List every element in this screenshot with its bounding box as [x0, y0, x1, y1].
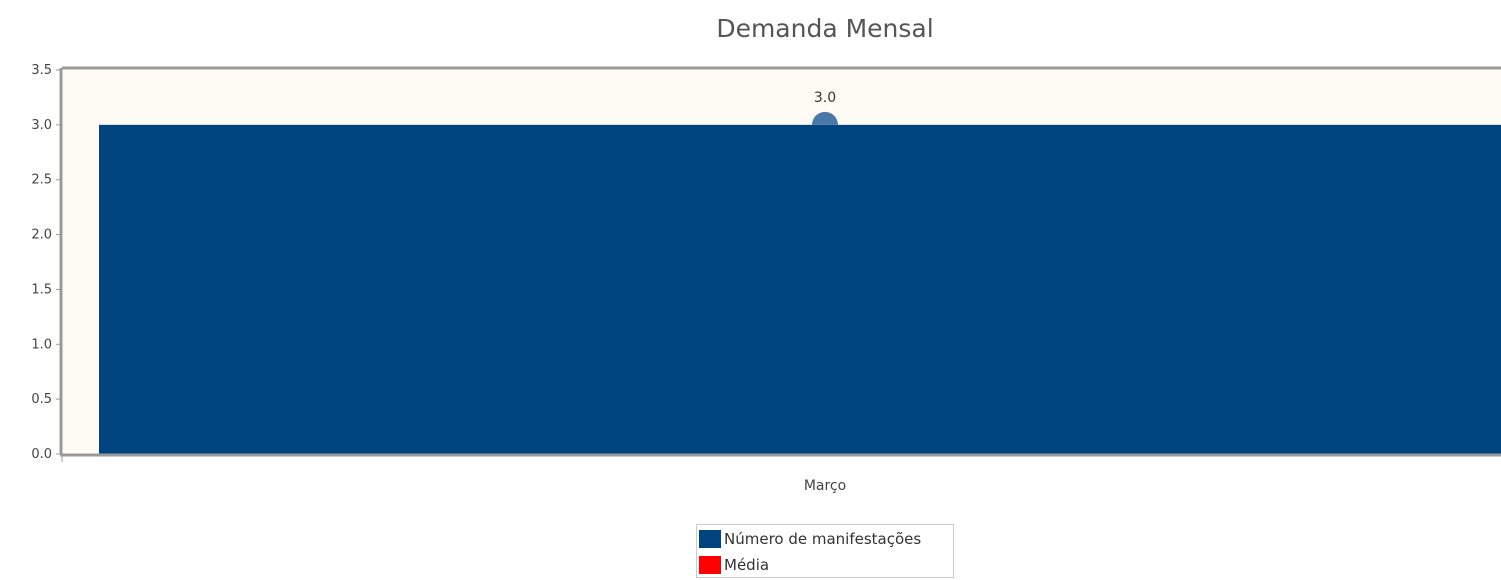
legend-swatch-bar — [699, 530, 721, 548]
y-tick-label: 3.0 — [31, 118, 52, 133]
y-tick-label: 0.5 — [31, 392, 52, 407]
data-label: 3.0 — [814, 90, 836, 106]
legend-label-bar: Número de manifestações — [724, 530, 922, 548]
y-tick-label: 3.5 — [31, 63, 52, 78]
y-tick-label: 2.0 — [31, 228, 52, 243]
legend-swatch-line — [699, 556, 721, 574]
bar — [99, 124, 1501, 454]
y-tick-label: 2.5 — [31, 173, 52, 188]
y-tick-label: 0.0 — [31, 447, 52, 462]
legend-label-line: Média — [724, 556, 770, 574]
legend-item-bar[interactable]: Número de manifestações — [699, 528, 921, 550]
legend: Número de manifestações Média — [696, 524, 954, 578]
chart-title: Demanda Mensal — [716, 14, 934, 43]
chart-canvas: 0.0 0.5 1.0 1.5 2.0 2.5 3.0 3.5 Março 3.0 — [31, 63, 1501, 494]
x-tick-label: Março — [804, 478, 846, 494]
y-tick-label: 1.5 — [31, 282, 52, 297]
data-point-marker — [812, 111, 838, 125]
y-tick-label: 1.0 — [31, 337, 52, 352]
legend-item-line[interactable]: Média — [699, 554, 769, 576]
